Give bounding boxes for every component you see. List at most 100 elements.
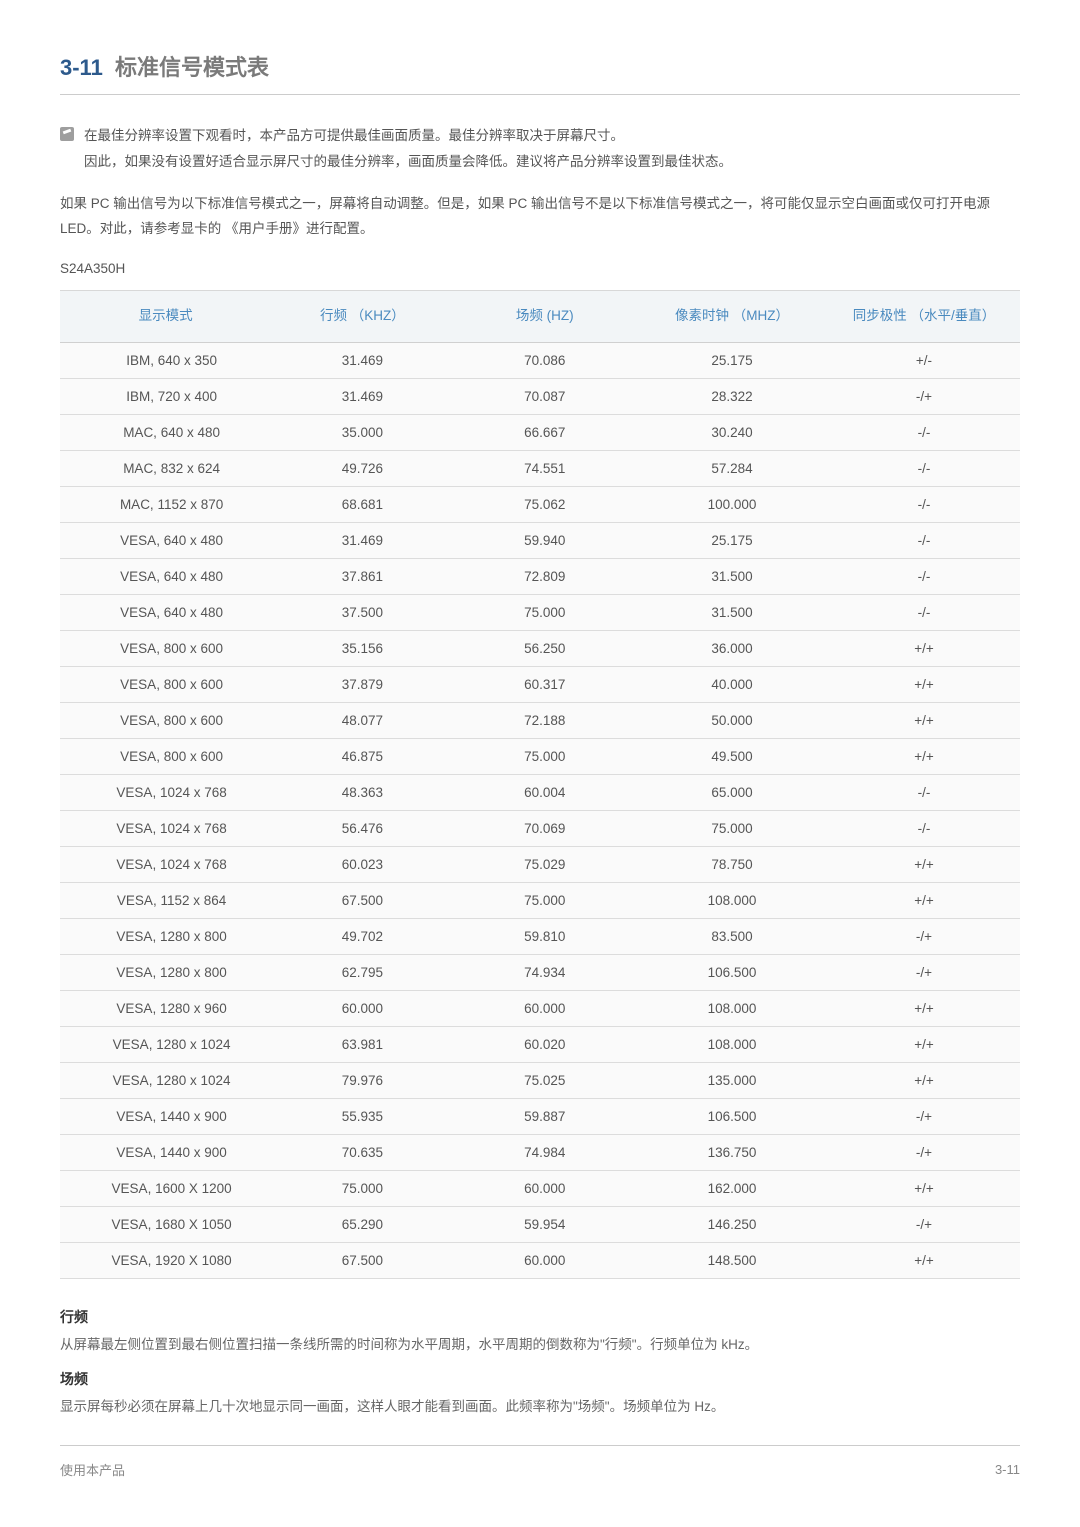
table-cell: VESA, 1600 X 1200 — [60, 1170, 271, 1206]
table-row: VESA, 1440 x 90070.63574.984136.750-/+ — [60, 1134, 1020, 1170]
table-cell: 49.702 — [271, 918, 453, 954]
table-cell: VESA, 800 x 600 — [60, 738, 271, 774]
table-cell: +/+ — [828, 882, 1020, 918]
table-cell: 108.000 — [636, 882, 828, 918]
table-cell: +/+ — [828, 666, 1020, 702]
table-row: IBM, 720 x 40031.46970.08728.322-/+ — [60, 378, 1020, 414]
table-cell: 146.250 — [636, 1206, 828, 1242]
table-header-cell: 同步极性 （水平/垂直） — [828, 290, 1020, 342]
table-cell: -/- — [828, 810, 1020, 846]
table-cell: 70.069 — [454, 810, 636, 846]
table-cell: 136.750 — [636, 1134, 828, 1170]
table-row: VESA, 1024 x 76856.47670.06975.000-/- — [60, 810, 1020, 846]
table-cell: VESA, 1680 X 1050 — [60, 1206, 271, 1242]
table-cell: 37.861 — [271, 558, 453, 594]
table-cell: 72.809 — [454, 558, 636, 594]
table-cell: 56.250 — [454, 630, 636, 666]
model-label: S24A350H — [60, 261, 1020, 276]
table-cell: 70.635 — [271, 1134, 453, 1170]
table-row: VESA, 640 x 48037.86172.80931.500-/- — [60, 558, 1020, 594]
table-cell: +/+ — [828, 702, 1020, 738]
table-cell: 50.000 — [636, 702, 828, 738]
table-cell: 72.188 — [454, 702, 636, 738]
table-cell: 106.500 — [636, 1098, 828, 1134]
table-cell: -/+ — [828, 954, 1020, 990]
table-cell: VESA, 800 x 600 — [60, 630, 271, 666]
table-row: VESA, 800 x 60048.07772.18850.000+/+ — [60, 702, 1020, 738]
table-cell: 75.000 — [454, 738, 636, 774]
table-cell: VESA, 640 x 480 — [60, 522, 271, 558]
table-cell: 60.000 — [271, 990, 453, 1026]
table-cell: 75.000 — [454, 594, 636, 630]
table-cell: IBM, 720 x 400 — [60, 378, 271, 414]
table-cell: 49.500 — [636, 738, 828, 774]
table-cell: 162.000 — [636, 1170, 828, 1206]
table-cell: VESA, 1280 x 1024 — [60, 1062, 271, 1098]
table-row: VESA, 1440 x 90055.93559.887106.500-/+ — [60, 1098, 1020, 1134]
table-cell: 59.954 — [454, 1206, 636, 1242]
table-cell: 75.025 — [454, 1062, 636, 1098]
table-row: VESA, 1280 x 102479.97675.025135.000+/+ — [60, 1062, 1020, 1098]
table-cell: VESA, 1024 x 768 — [60, 810, 271, 846]
table-cell: 56.476 — [271, 810, 453, 846]
table-cell: +/+ — [828, 1170, 1020, 1206]
table-cell: 74.934 — [454, 954, 636, 990]
table-cell: -/- — [828, 414, 1020, 450]
note-line-1: 在最佳分辨率设置下观看时，本产品方可提供最佳画面质量。最佳分辨率取决于屏幕尺寸。 — [84, 123, 624, 149]
intro-paragraph: 如果 PC 输出信号为以下标准信号模式之一，屏幕将自动调整。但是，如果 PC 输… — [60, 192, 1020, 241]
table-cell: 59.810 — [454, 918, 636, 954]
table-cell: 31.469 — [271, 522, 453, 558]
table-cell: 75.000 — [271, 1170, 453, 1206]
table-row: VESA, 1280 x 80049.70259.81083.500-/+ — [60, 918, 1020, 954]
table-cell: MAC, 640 x 480 — [60, 414, 271, 450]
table-header-cell: 显示模式 — [60, 290, 271, 342]
table-cell: 66.667 — [454, 414, 636, 450]
table-cell: +/+ — [828, 738, 1020, 774]
table-cell: 25.175 — [636, 522, 828, 558]
table-cell: VESA, 1280 x 800 — [60, 918, 271, 954]
table-row: MAC, 1152 x 87068.68175.062100.000-/- — [60, 486, 1020, 522]
table-cell: -/+ — [828, 918, 1020, 954]
table-header-cell: 像素时钟 （MHZ） — [636, 290, 828, 342]
table-row: VESA, 1920 X 108067.50060.000148.500+/+ — [60, 1242, 1020, 1278]
table-row: VESA, 800 x 60046.87575.00049.500+/+ — [60, 738, 1020, 774]
table-cell: -/- — [828, 450, 1020, 486]
table-row: VESA, 1152 x 86467.50075.000108.000+/+ — [60, 882, 1020, 918]
table-cell: 74.984 — [454, 1134, 636, 1170]
table-cell: 57.284 — [636, 450, 828, 486]
table-cell: +/+ — [828, 1026, 1020, 1062]
table-cell: 65.290 — [271, 1206, 453, 1242]
table-cell: 55.935 — [271, 1098, 453, 1134]
table-cell: 30.240 — [636, 414, 828, 450]
table-cell: 75.062 — [454, 486, 636, 522]
table-cell: 46.875 — [271, 738, 453, 774]
table-cell: 28.322 — [636, 378, 828, 414]
table-cell: -/+ — [828, 1206, 1020, 1242]
note-icon — [60, 127, 74, 141]
definition-title-1: 行频 — [60, 1307, 1020, 1327]
table-cell: 67.500 — [271, 1242, 453, 1278]
table-cell: 75.000 — [636, 810, 828, 846]
table-row: VESA, 1280 x 96060.00060.000108.000+/+ — [60, 990, 1020, 1026]
table-cell: 63.981 — [271, 1026, 453, 1062]
table-row: VESA, 1600 X 120075.00060.000162.000+/+ — [60, 1170, 1020, 1206]
table-cell: 75.029 — [454, 846, 636, 882]
table-row: VESA, 640 x 48031.46959.94025.175-/- — [60, 522, 1020, 558]
table-cell: 37.879 — [271, 666, 453, 702]
signal-mode-table: 显示模式行频 （KHZ）场频 (HZ)像素时钟 （MHZ）同步极性 （水平/垂直… — [60, 290, 1020, 1279]
table-row: MAC, 832 x 62449.72674.55157.284-/- — [60, 450, 1020, 486]
table-cell: 36.000 — [636, 630, 828, 666]
table-cell: -/- — [828, 558, 1020, 594]
table-cell: MAC, 1152 x 870 — [60, 486, 271, 522]
footer-left: 使用本产品 — [60, 1460, 125, 1479]
table-cell: 78.750 — [636, 846, 828, 882]
table-cell: +/+ — [828, 1242, 1020, 1278]
table-cell: VESA, 800 x 600 — [60, 702, 271, 738]
table-cell: VESA, 1152 x 864 — [60, 882, 271, 918]
table-cell: 148.500 — [636, 1242, 828, 1278]
table-row: VESA, 1280 x 80062.79574.934106.500-/+ — [60, 954, 1020, 990]
table-cell: +/+ — [828, 990, 1020, 1026]
table-cell: VESA, 1440 x 900 — [60, 1134, 271, 1170]
table-cell: +/+ — [828, 630, 1020, 666]
table-cell: 60.020 — [454, 1026, 636, 1062]
